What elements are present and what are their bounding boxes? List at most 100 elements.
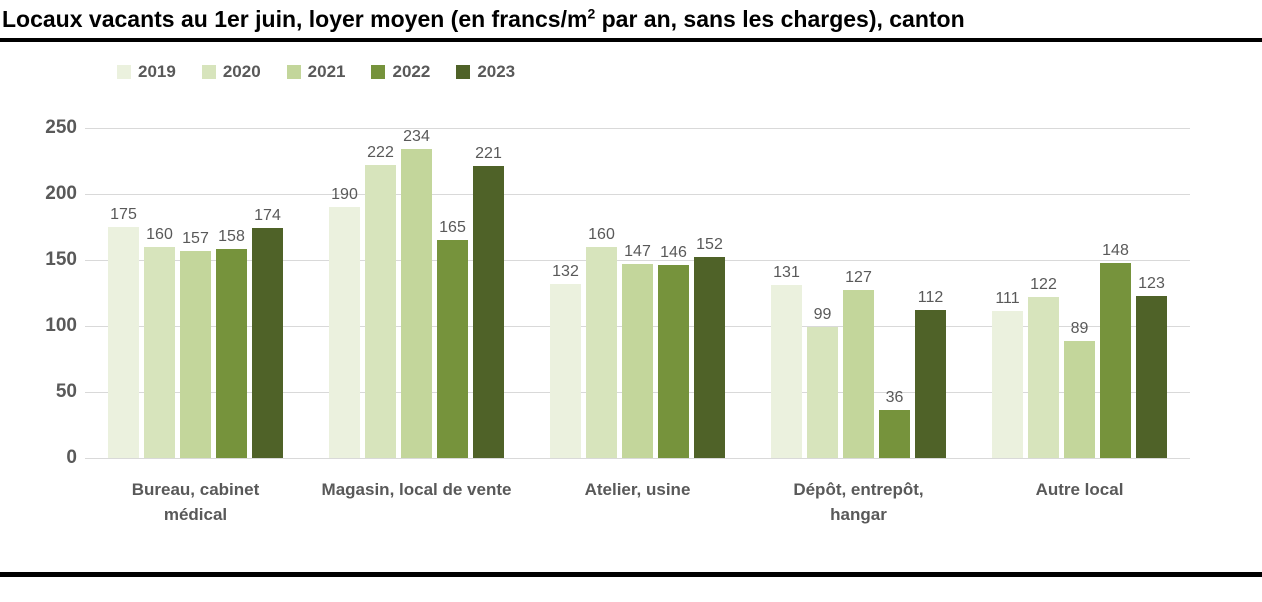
bar-2023 <box>915 310 946 458</box>
bar-2022 <box>658 265 689 458</box>
bar-value-label: 152 <box>696 236 723 253</box>
bar-group: 132 160 147 146 152 <box>527 128 748 458</box>
bar-2019 <box>992 311 1023 458</box>
gridline <box>85 458 1190 459</box>
legend-swatch-icon <box>117 65 131 79</box>
bar-wrapper: 158 <box>216 228 247 458</box>
bar-wrapper: 89 <box>1064 320 1095 458</box>
y-tick-label: 250 <box>45 117 77 138</box>
bar-wrapper: 122 <box>1028 276 1059 458</box>
bar-value-label: 122 <box>1030 276 1057 293</box>
bar-group: 175 160 157 158 174 <box>85 128 306 458</box>
gridline <box>85 260 1190 261</box>
bar-wrapper: 131 <box>771 264 802 458</box>
legend-item-2022: 2022 <box>371 62 430 82</box>
x-axis: Bureau, cabinet médical Magasin, local de… <box>85 478 1190 527</box>
bar-2022 <box>437 240 468 458</box>
bar-2021 <box>1064 341 1095 458</box>
bar-value-label: 234 <box>403 128 430 145</box>
bar-2019 <box>108 227 139 458</box>
bar-group: 190 222 234 165 221 <box>306 128 527 458</box>
chart-title-superscript: 2 <box>587 5 596 22</box>
bar-wrapper: 222 <box>365 144 396 458</box>
bar-wrapper: 147 <box>622 243 653 458</box>
bar-2023 <box>1136 296 1167 458</box>
bar-wrapper: 234 <box>401 128 432 458</box>
bar-value-label: 157 <box>182 230 209 247</box>
bar-2021 <box>401 149 432 458</box>
bar-2020 <box>144 247 175 458</box>
bar-value-label: 36 <box>885 389 904 406</box>
bar-value-label: 112 <box>917 289 944 306</box>
legend-swatch-icon <box>201 65 216 79</box>
bar-2020 <box>586 247 617 458</box>
bar-value-label: 146 <box>660 244 687 261</box>
legend-swatch-icon <box>286 65 301 79</box>
bar-wrapper: 127 <box>843 269 874 458</box>
bar-value-label: 175 <box>110 206 137 223</box>
bar-2021 <box>180 251 211 458</box>
legend-item-2021: 2021 <box>286 62 345 82</box>
gridline <box>85 128 1190 129</box>
bar-2022 <box>216 249 247 458</box>
legend-item-2023: 2023 <box>456 62 515 82</box>
bar-value-label: 160 <box>588 226 615 243</box>
bar-2020 <box>1028 297 1059 458</box>
bar-value-label: 148 <box>1102 242 1129 259</box>
legend-swatch-icon <box>371 65 386 79</box>
bar-wrapper: 175 <box>108 206 139 458</box>
bar-wrapper: 221 <box>473 145 504 458</box>
bar-wrapper: 157 <box>180 230 211 458</box>
category-label: Dépôt, entrepôt, hangar <box>793 480 924 524</box>
bar-2023 <box>252 228 283 458</box>
bar-wrapper: 160 <box>586 226 617 458</box>
legend-swatch-icon <box>456 65 471 79</box>
bar-2021 <box>622 264 653 458</box>
bar-wrapper: 174 <box>252 207 283 458</box>
bar-2019 <box>550 284 581 458</box>
plot-wrapper: 0 50 100 150 200 250 175 160 157 158 174 190 222 234… <box>0 118 1262 468</box>
bar-2022 <box>879 410 910 458</box>
bar-2023 <box>694 257 725 458</box>
bar-value-label: 99 <box>813 306 832 323</box>
bar-wrapper: 132 <box>550 263 581 458</box>
bar-value-label: 111 <box>995 290 1020 307</box>
bar-2020 <box>807 327 838 458</box>
plot-area: 175 160 157 158 174 190 222 234 165 221 132 160 147 1… <box>85 128 1190 459</box>
bar-value-label: 89 <box>1070 320 1089 337</box>
bar-wrapper: 112 <box>915 289 946 458</box>
bar-value-label: 132 <box>552 263 579 280</box>
bar-wrapper: 146 <box>658 244 689 458</box>
bar-wrapper: 99 <box>807 306 838 458</box>
bar-2022 <box>1100 263 1131 458</box>
chart-legend: 2019 2020 2021 2022 2023 <box>117 62 1262 82</box>
chart-title-text: Locaux vacants au 1er juin, loyer moyen … <box>2 6 588 32</box>
gridline <box>85 194 1190 195</box>
y-tick-label: 200 <box>45 183 77 204</box>
bar-wrapper: 152 <box>694 236 725 458</box>
category-label: Bureau, cabinet médical <box>131 480 260 524</box>
bar-group: 111 122 89 148 123 <box>969 128 1190 458</box>
bar-groups: 175 160 157 158 174 190 222 234 165 221 132 160 147 1… <box>85 128 1190 458</box>
legend-label: 2022 <box>392 62 431 81</box>
bottom-rule <box>0 572 1262 577</box>
legend-item-2019: 2019 <box>117 62 176 82</box>
bar-2019 <box>771 285 802 458</box>
bar-2021 <box>843 290 874 458</box>
bar-value-label: 165 <box>439 219 466 236</box>
y-tick-label: 150 <box>45 249 77 270</box>
bar-value-label: 147 <box>624 243 651 260</box>
y-tick-label: 100 <box>45 315 77 336</box>
bar-value-label: 222 <box>367 144 394 161</box>
bar-wrapper: 165 <box>437 219 468 458</box>
bar-value-label: 221 <box>475 145 502 162</box>
bar-value-label: 158 <box>218 228 245 245</box>
chart-header: Locaux vacants au 1er juin, loyer moyen … <box>0 0 1262 42</box>
bar-wrapper: 123 <box>1136 275 1167 458</box>
category-label: Autre local <box>1035 480 1124 499</box>
bar-value-label: 190 <box>331 186 358 203</box>
category-label: Magasin, local de vente <box>321 480 512 499</box>
bar-wrapper: 111 <box>992 290 1023 458</box>
bar-value-label: 123 <box>1138 275 1165 292</box>
